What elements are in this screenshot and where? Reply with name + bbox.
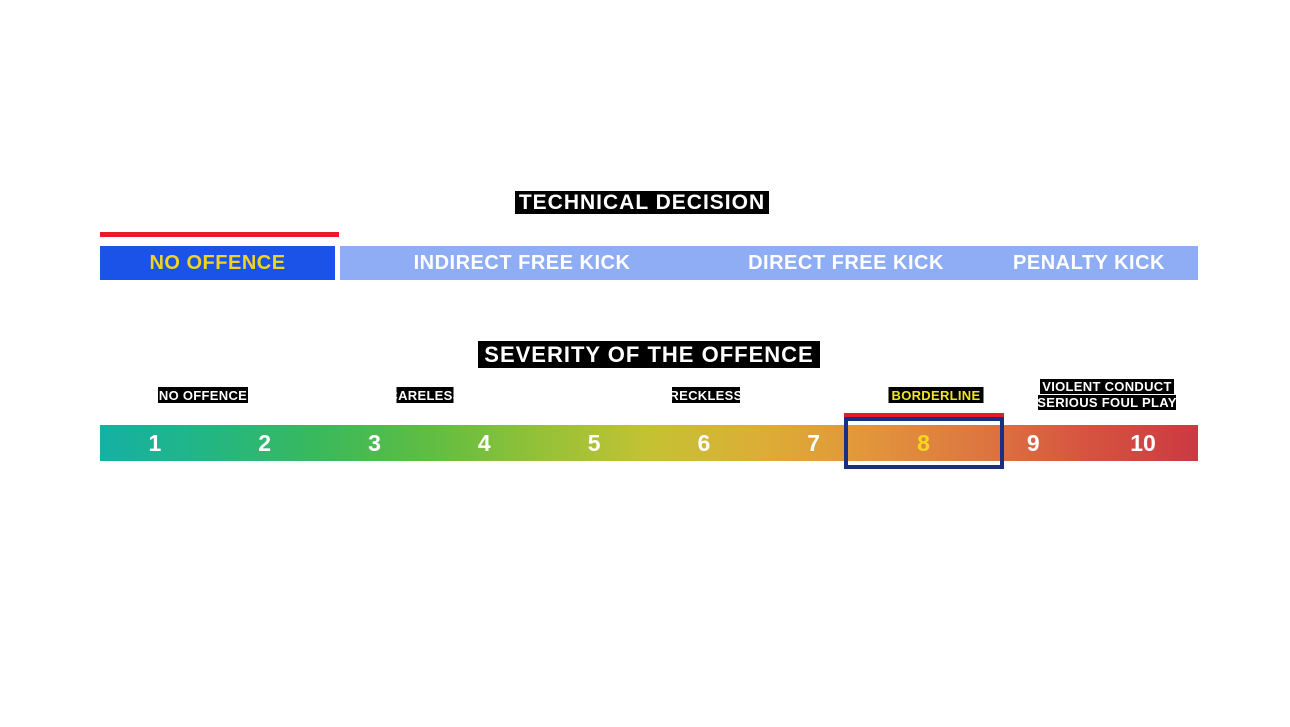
severity-scale-bar: 1 2 3 4 5 6 7 8 9 10 <box>100 425 1198 461</box>
severity-scale-1[interactable]: 1 <box>148 429 162 456</box>
severity-scale-7[interactable]: 7 <box>807 429 821 456</box>
selected-severity-indicator-top <box>844 413 1004 418</box>
severity-label-violent-conduct-line1: VIOLENT CONDUCT <box>1040 379 1174 394</box>
severity-scale-10[interactable]: 10 <box>1130 429 1156 456</box>
severity-label-violent-conduct-line2: SERIOUS FOUL PLAY <box>1038 395 1176 410</box>
decision-option-indirect-free-kick[interactable]: INDIRECT FREE KICK <box>413 251 631 274</box>
severity-label-borderline: BORDERLINE <box>888 387 984 403</box>
selected-severity-box <box>844 417 1004 469</box>
technical-decision-title: TECHNICAL DECISION <box>515 191 769 214</box>
severity-label-careless: CARELESS <box>396 387 454 403</box>
severity-scale-4[interactable]: 4 <box>477 429 491 456</box>
severity-scale-8[interactable]: 8 <box>917 429 930 456</box>
severity-scale-9[interactable]: 9 <box>1026 429 1040 456</box>
severity-scale-6[interactable]: 6 <box>697 429 711 456</box>
decision-option-no-offence[interactable]: NO OFFENCE <box>100 246 335 280</box>
severity-label-reckless: RECKLESS <box>672 387 740 403</box>
severity-title: SEVERITY OF THE OFFENCE <box>478 341 820 368</box>
severity-scale-5[interactable]: 5 <box>587 429 601 456</box>
severity-scale-3[interactable]: 3 <box>368 429 381 456</box>
severity-label-violent-conduct: VIOLENT CONDUCT SERIOUS FOUL PLAY <box>1038 379 1176 410</box>
severity-label-no-offence: NO OFFENCE <box>158 387 248 403</box>
decision-option-direct-free-kick[interactable]: DIRECT FREE KICK <box>748 251 944 274</box>
severity-scale-2[interactable]: 2 <box>258 429 272 456</box>
selected-decision-indicator <box>100 232 339 237</box>
decision-option-penalty-kick[interactable]: PENALTY KICK <box>1013 251 1165 274</box>
decision-options-bar: INDIRECT FREE KICK DIRECT FREE KICK PENA… <box>340 246 1198 280</box>
